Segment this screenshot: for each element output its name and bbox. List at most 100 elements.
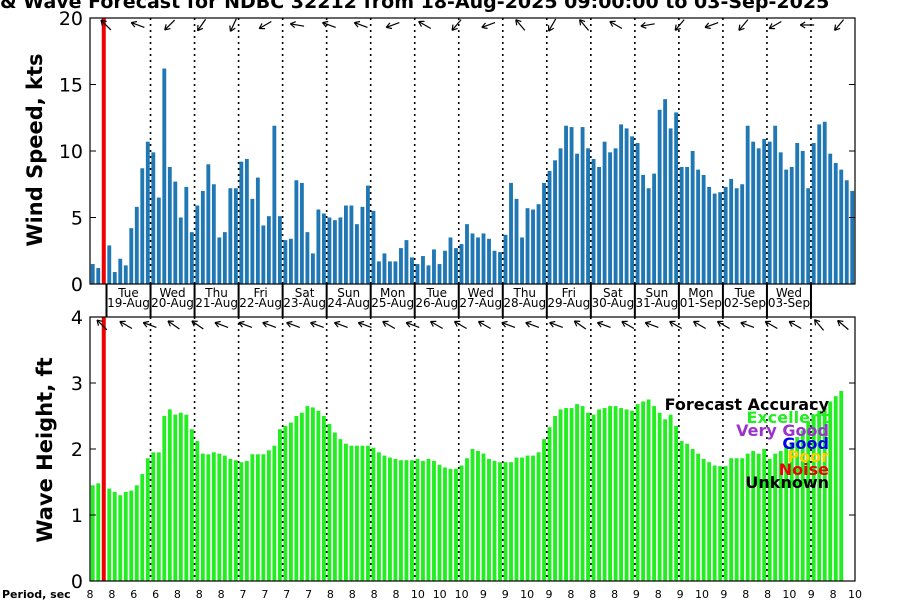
wind-bar [277,216,282,284]
wind-bar [784,169,789,284]
wave-y-tick-label: 3 [71,373,83,395]
day-label-strip: Tue19-AugWed20-AugThu21-AugFri22-AugSat2… [105,284,812,317]
wind-bar [129,228,134,284]
wind-bar [360,206,365,284]
wind-bar [393,261,398,284]
wind-bar [184,186,189,284]
day-of-week-label: Tue [425,286,447,300]
wind-bar [162,68,167,284]
period-value: 8 [742,588,749,600]
wave-bar [266,450,271,581]
wave-bar [542,439,546,581]
wave-bar [426,458,431,581]
wave-bar [690,449,695,581]
wave-bar [520,457,524,581]
wind-direction-arrow [100,19,112,31]
wind-direction-arrow [834,19,845,31]
wave-y-tick-label: 0 [71,571,83,593]
period-value: 6 [152,588,159,600]
wind-bar [107,245,112,284]
wave-bar [608,406,613,581]
period-value: 8 [108,588,115,600]
wave-bar [679,441,684,581]
day-of-week-label: Sun [645,286,668,300]
wind-direction-arrow [704,22,719,30]
wind-bar [465,224,469,284]
wave-bar [151,452,156,581]
wave-bar [459,465,464,581]
wind-bar [448,237,453,284]
wave-bar [448,468,453,581]
wind-bar [564,125,568,284]
wave-direction-arrow [621,320,635,330]
wave-direction-arrow [693,320,706,330]
wave-bar [200,453,205,581]
wind-bar [712,193,717,284]
wave-bar [195,441,200,581]
period-value: 8 [87,588,94,600]
wind-direction-arrow [322,20,336,28]
day-of-week-label: Mon [688,286,713,300]
wind-y-tick-label: 20 [59,8,83,30]
wind-y-axis-label: Wind Speed, kts [23,53,47,246]
wave-bar [470,449,475,581]
wind-bar [366,185,370,284]
wind-bar [492,250,497,284]
wind-bar [305,232,310,284]
wind-bar [310,253,315,284]
wave-bar [707,462,712,581]
wind-direction-arrow [548,18,557,32]
wave-bar [536,452,541,581]
wave-y-tick-label: 1 [71,505,83,527]
wind-bar [399,248,403,284]
wave-bar [789,443,794,581]
wind-y-tick-label: 15 [59,75,83,97]
wind-direction-arrow [579,19,590,31]
wind-bar [415,264,420,284]
wave-bar [718,466,723,581]
wave-bar [564,408,568,581]
wave-bar [228,458,233,581]
wind-bar [443,250,447,284]
period-value: 8 [349,588,356,600]
wave-direction-arrow [788,320,802,330]
wind-bar [767,141,772,284]
wave-direction-arrow [238,320,253,328]
wave-bar [343,443,348,581]
period-value: 10 [782,588,796,600]
legend-entry: Poor [787,447,829,466]
wind-bar [685,166,690,284]
period-value: 10 [455,588,469,600]
wave-direction-arrow [167,320,180,330]
wind-bar [811,143,816,284]
legend-entry: Good [782,434,829,453]
wave-bar [415,458,420,581]
wave-bar [255,454,260,581]
wave-bar [443,467,447,581]
period-value: 9 [546,588,553,600]
wave-y-tick-label: 2 [71,439,83,461]
wind-bar [371,210,376,284]
day-of-week-label: Tue [117,286,139,300]
wind-bar [520,237,524,284]
period-value: 8 [764,588,771,600]
wave-bar [773,453,778,581]
wind-bar [151,152,156,284]
wind-bar [575,153,579,284]
date-label: 27-Aug [459,296,502,310]
wind-bar [288,238,293,284]
wave-bar [321,416,326,581]
wave-direction-arrow [501,320,516,328]
period-value: 7 [283,588,290,600]
date-label: 31-Aug [635,296,678,310]
wave-bar [239,462,244,581]
wave-direction-arrow [262,320,277,328]
wind-bar [200,190,205,284]
wave-bar [509,462,513,581]
wave-bar [602,408,607,581]
wind-bar [679,166,684,284]
period-value: 7 [240,588,247,600]
day-of-week-label: Wed [159,286,185,300]
wind-direction-arrow [130,20,145,28]
